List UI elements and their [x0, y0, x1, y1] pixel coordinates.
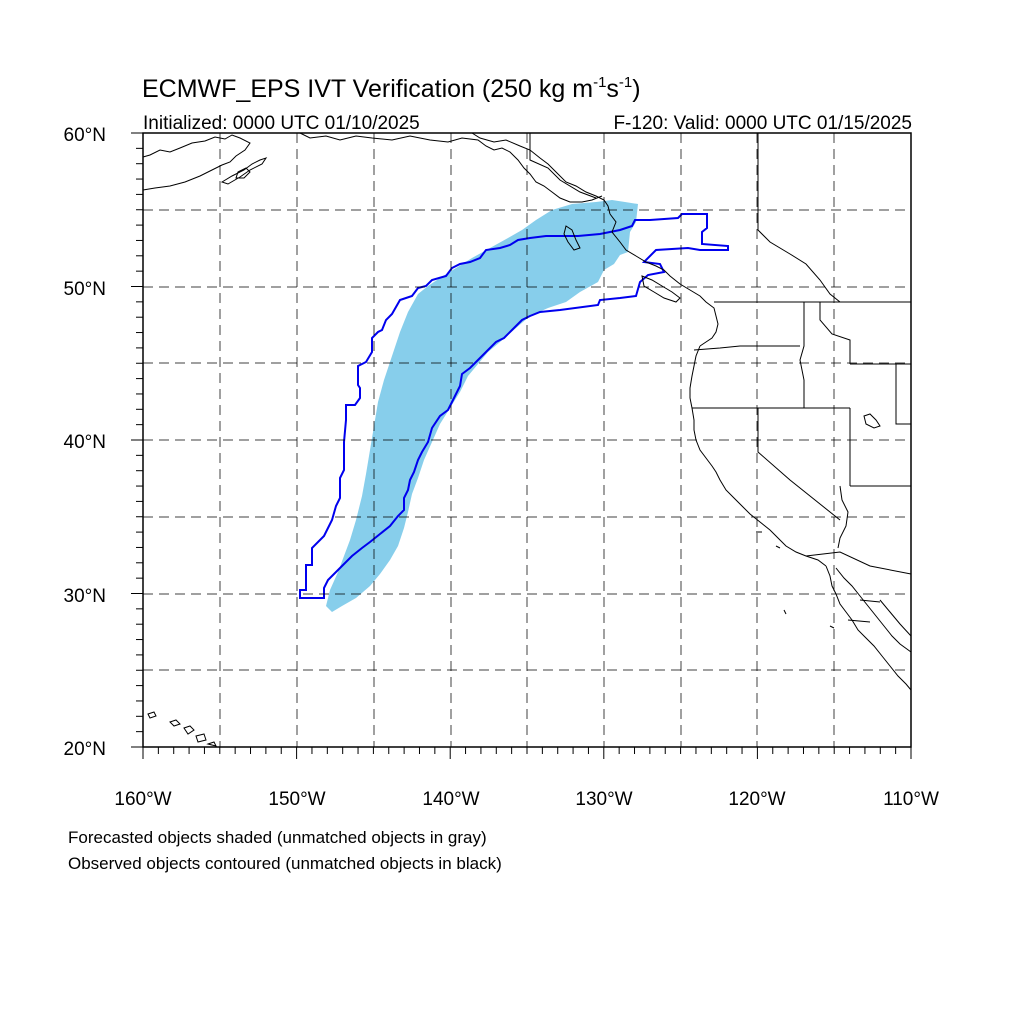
us-mexico-border: [805, 551, 912, 575]
mexico-state-borders: [847, 599, 881, 623]
vancouver-island: [641, 275, 681, 303]
bc-coast: [609, 213, 719, 347]
lon-label-150w: 150°W: [268, 789, 325, 810]
great-salt-lake: [863, 413, 881, 429]
hawaii-islands: [147, 711, 217, 747]
alaska-coast: [142, 134, 251, 191]
alaska-peninsula: [220, 157, 268, 185]
gulf-of-california-coast: [835, 567, 912, 653]
latitude-labels: 60°N 50°N 40°N 30°N 20°N: [64, 125, 106, 760]
lat-label-60n: 60°N: [64, 125, 106, 146]
lat-label-50n: 50°N: [64, 279, 106, 300]
lat-label-40n: 40°N: [64, 432, 106, 453]
colorado-river-border: [837, 485, 849, 549]
idaho-west-border: [799, 302, 805, 408]
wyoming-border: [850, 363, 911, 425]
haida-gwaii: [563, 225, 581, 251]
plot-frame: [142, 132, 912, 748]
channel-islands: [756, 531, 835, 629]
lon-label-120w: 120°W: [728, 789, 785, 810]
lon-label-110w: 110°W: [883, 789, 939, 810]
washington-oregon-border: [693, 345, 800, 351]
montana-idaho-border: [819, 302, 851, 364]
kodiak-island: [235, 167, 251, 179]
axis-ticks: [131, 132, 912, 759]
coastlines: [142, 132, 912, 747]
map-title: ECMWF_EPS IVT Verification (250 kg m-1s-…: [142, 74, 641, 103]
gulf-of-alaska-coast: [299, 132, 603, 203]
bc-alberta-border: [757, 133, 841, 303]
california-nevada-border: [757, 408, 841, 521]
longitude-labels: 160°W 150°W 140°W 130°W 120°W 110°W: [114, 789, 939, 810]
us-west-coast: [689, 345, 827, 567]
valid-time-label: F-120: Valid: 0000 UTC 01/15/2025: [613, 113, 912, 134]
political-boundaries: [529, 133, 912, 623]
lat-label-30n: 30°N: [64, 586, 106, 607]
lon-label-160w: 160°W: [114, 789, 171, 810]
note-observed: Observed objects contoured (unmatched ob…: [68, 854, 502, 873]
plot-area: [131, 132, 912, 759]
alaska-canada-border: [529, 133, 597, 199]
observed-object-contour: [299, 213, 729, 599]
lat-label-20n: 20°N: [64, 739, 106, 760]
init-time-label: Initialized: 0000 UTC 01/10/2025: [143, 113, 420, 134]
lon-label-130w: 130°W: [575, 789, 632, 810]
inner-coast: [471, 132, 611, 215]
lon-label-140w: 140°W: [422, 789, 479, 810]
note-forecast: Forecasted objects shaded (unmatched obj…: [68, 828, 487, 847]
mainland-mexico-coast: [879, 599, 912, 637]
baja-california-coast: [825, 565, 912, 691]
lat-lon-grid: [143, 133, 911, 747]
